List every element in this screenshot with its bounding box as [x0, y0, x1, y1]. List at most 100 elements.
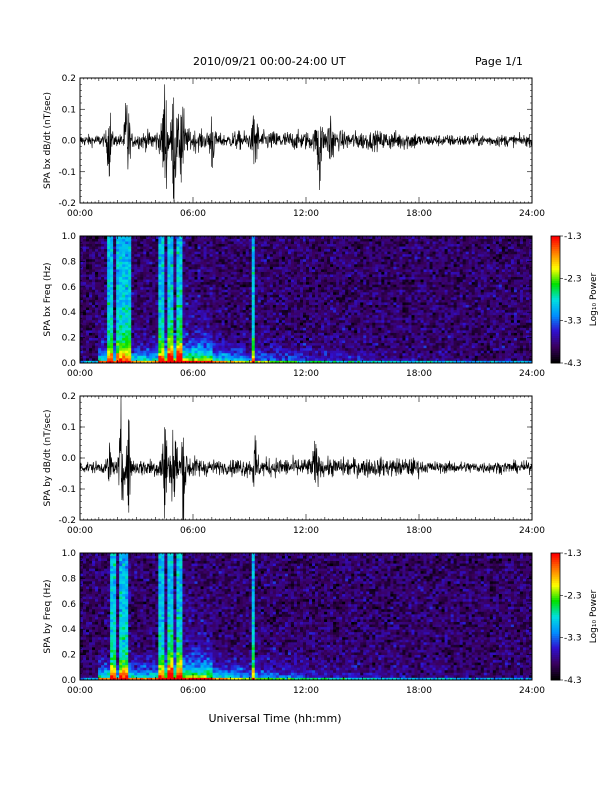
spectrogram-cell — [321, 279, 325, 283]
spectrogram-cell — [287, 319, 292, 323]
spectrogram-cell — [260, 286, 265, 290]
spectrogram-cell — [327, 327, 331, 331]
spectrogram-cell — [209, 337, 213, 341]
spectrogram-cell — [182, 246, 186, 250]
spectrogram-cell — [146, 296, 150, 300]
spectrogram-cell — [170, 345, 174, 349]
spectrogram-cell — [278, 286, 283, 290]
spectrogram-cell — [360, 345, 364, 349]
spectrogram-cell — [287, 327, 292, 331]
spectrogram-cell — [80, 314, 84, 318]
spectrogram-cell — [263, 345, 268, 349]
spectrogram-cell — [152, 309, 156, 313]
spectrogram-cell — [218, 274, 223, 278]
spectrogram-cell — [354, 241, 358, 245]
spectrogram-cell — [357, 299, 361, 303]
spectrogram-cell — [284, 319, 289, 323]
spectrogram-cell — [107, 340, 111, 344]
spectrogram-cell — [89, 340, 93, 344]
spectrogram-cell — [296, 261, 301, 265]
spectrogram-cell — [287, 352, 292, 356]
spectrogram-cell — [296, 322, 301, 326]
spectrogram-cell — [221, 355, 226, 359]
spectrogram-cell — [309, 360, 313, 363]
spectrogram-cell — [131, 319, 135, 323]
spectrogram-cell — [146, 319, 150, 323]
spectrogram-cell — [251, 291, 256, 295]
spectrogram-cell — [230, 281, 235, 285]
spectrogram-cell — [86, 355, 90, 359]
spectrogram-cell — [306, 271, 310, 275]
spectrogram-cell — [254, 266, 259, 270]
spectrogram-cell — [360, 322, 364, 326]
spectrogram-cell — [86, 289, 90, 293]
spectrogram-cell — [110, 332, 114, 336]
spectrogram-cell — [158, 236, 162, 239]
spectrogram-cell — [233, 309, 238, 313]
spectrogram-cell — [254, 327, 259, 331]
spectrogram-cell — [245, 286, 250, 290]
spectrogram-cell — [324, 352, 328, 356]
spectrogram-cell — [200, 246, 204, 250]
spectrogram-cell — [80, 294, 84, 298]
spectrogram-cell — [95, 261, 99, 265]
spectrogram-cell — [206, 284, 210, 288]
spectrogram-cell — [155, 345, 159, 349]
spectrogram-cell — [315, 251, 319, 255]
spectrogram-cell — [89, 274, 93, 278]
spectrogram-cell — [293, 281, 298, 285]
spectrogram-cell — [194, 345, 198, 349]
spectrogram-cell — [101, 241, 105, 245]
spectrogram-cell — [230, 314, 235, 318]
spectrogram-cell — [269, 269, 274, 272]
spectrogram-cell — [173, 304, 177, 308]
spectrogram-cell — [318, 276, 322, 280]
spectrogram-cell — [233, 261, 238, 265]
spectrogram-cell — [125, 266, 129, 270]
spectrogram-cell — [327, 294, 331, 298]
spectrogram-cell — [284, 307, 289, 311]
spectrogram-cell — [197, 337, 201, 341]
spectrogram-cell — [296, 279, 301, 283]
spectrogram-cell — [98, 360, 102, 363]
spectrogram-cell — [330, 345, 334, 349]
spectrogram-cell — [191, 258, 195, 262]
spectrogram-cell — [182, 337, 186, 341]
spectrogram-cell — [296, 291, 301, 295]
spectrogram-cell — [146, 340, 150, 344]
spectrogram-cell — [182, 289, 186, 293]
spectrogram-cell — [137, 332, 141, 336]
spectrogram-cell — [203, 357, 207, 361]
spectrogram-cell — [257, 350, 262, 354]
spectrogram-cell — [179, 342, 183, 346]
spectrogram-cell — [330, 319, 334, 323]
spectrogram-cell — [134, 294, 138, 298]
spectrogram-cell — [212, 307, 216, 311]
spectrogram-cell — [188, 299, 192, 303]
spectrogram-cell — [287, 274, 292, 278]
spectrogram-cell — [269, 302, 274, 305]
spectrogram-cell — [309, 350, 313, 354]
spectrogram-cell — [257, 307, 262, 311]
spectrogram-cell — [209, 347, 213, 351]
spectrogram-cell — [336, 332, 340, 336]
spectrogram-cell — [80, 309, 84, 313]
spectrogram-cell — [269, 312, 274, 316]
spectrogram-cell — [179, 236, 183, 239]
spectrogram-cell — [215, 289, 220, 293]
spectrogram-cell — [318, 322, 322, 326]
spectrogram-cell — [275, 352, 280, 356]
spectrogram-cell — [128, 355, 132, 359]
spectrogram-cell — [278, 266, 283, 270]
spectrogram-cell — [176, 266, 180, 270]
spectrogram-cell — [327, 299, 331, 303]
spectrogram-cell — [266, 281, 271, 285]
spectrogram-cell — [95, 258, 99, 262]
spectrogram-cell — [125, 258, 129, 262]
spectrogram-cell — [107, 342, 111, 346]
spectrogram-cell — [269, 263, 274, 267]
spectrogram-cell — [179, 241, 183, 245]
spectrogram-cell — [131, 251, 135, 255]
spectrogram-cell — [342, 309, 346, 313]
spectrogram-cell — [161, 327, 165, 331]
